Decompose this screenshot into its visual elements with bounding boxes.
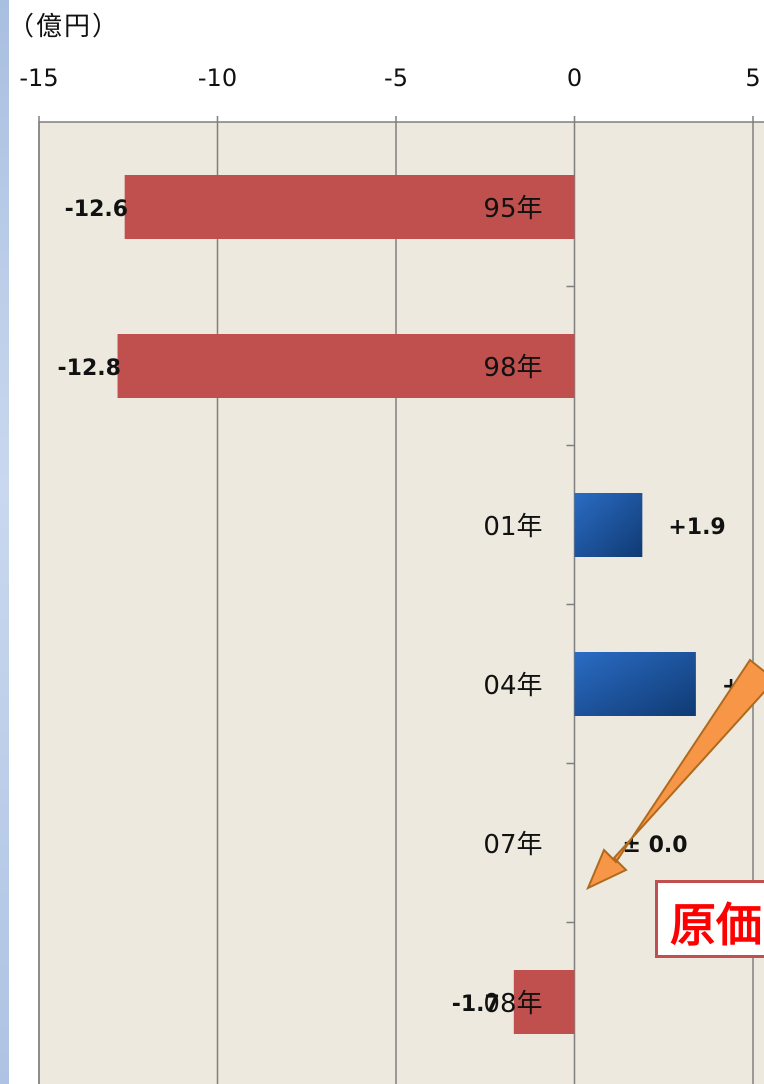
data-label: -12.6	[65, 197, 128, 222]
data-label: +1.9	[668, 515, 725, 540]
x-tick-label: 5	[745, 64, 760, 92]
category-label: 08年	[483, 989, 542, 1019]
slide-left-strip	[0, 0, 9, 1084]
x-tick-label: -5	[384, 64, 408, 92]
plot-area	[38, 121, 764, 1084]
data-label: -12.8	[58, 356, 121, 381]
x-tick-label: 0	[567, 64, 582, 92]
x-tick-label: -10	[198, 64, 237, 92]
data-label: -1.7	[452, 992, 500, 1017]
category-label: 98年	[483, 353, 542, 383]
bar	[574, 493, 643, 557]
callout-arrow	[586, 658, 764, 891]
category-label: 95年	[483, 194, 542, 224]
bar	[117, 334, 575, 398]
callout-box: 原価	[655, 880, 764, 958]
callout-text: 原価	[670, 898, 762, 952]
category-label: 07年	[483, 830, 542, 860]
unit-label: （億円）	[8, 12, 121, 42]
bar	[513, 970, 575, 1034]
category-label: 01年	[483, 512, 542, 542]
x-tick-label: -15	[19, 64, 58, 92]
bar	[124, 175, 575, 239]
category-label: 04年	[483, 671, 542, 701]
bar	[574, 652, 696, 716]
